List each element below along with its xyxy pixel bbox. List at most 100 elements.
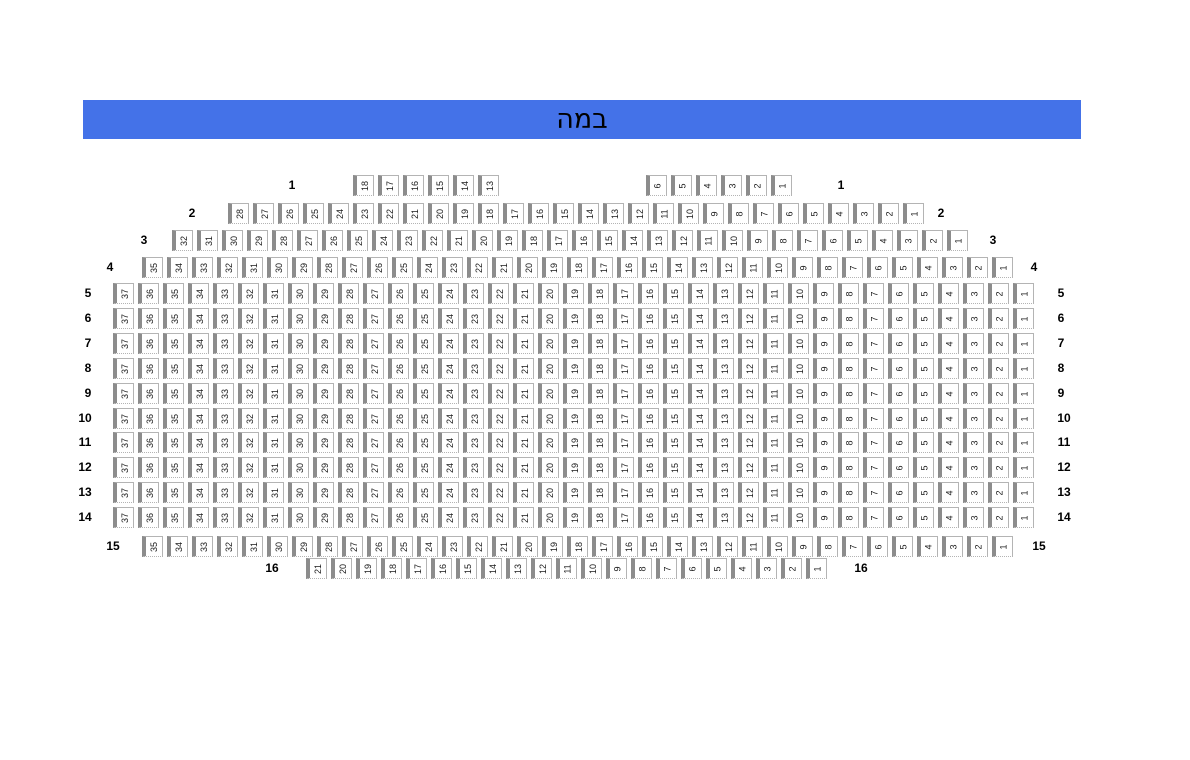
seat-row7-26[interactable]: 26 — [388, 333, 409, 354]
seat-row12-10[interactable]: 10 — [788, 457, 809, 478]
seat-row12-26[interactable]: 26 — [388, 457, 409, 478]
seat-row2-16[interactable]: 16 — [528, 203, 549, 224]
seat-row8-18[interactable]: 18 — [588, 358, 609, 379]
seat-row13-8[interactable]: 8 — [838, 482, 859, 503]
seat-row9-31[interactable]: 31 — [263, 383, 284, 404]
seat-row16-6[interactable]: 6 — [681, 558, 702, 579]
seat-row10-23[interactable]: 23 — [463, 408, 484, 429]
seat-row7-5[interactable]: 5 — [913, 333, 934, 354]
seat-row8-35[interactable]: 35 — [163, 358, 184, 379]
seat-row7-21[interactable]: 21 — [513, 333, 534, 354]
seat-row3-12[interactable]: 12 — [672, 230, 693, 251]
seat-row12-34[interactable]: 34 — [188, 457, 209, 478]
seat-row14-13[interactable]: 13 — [713, 507, 734, 528]
seat-row6-34[interactable]: 34 — [188, 308, 209, 329]
seat-row15-24[interactable]: 24 — [417, 536, 438, 557]
seat-row9-23[interactable]: 23 — [463, 383, 484, 404]
seat-row11-13[interactable]: 13 — [713, 432, 734, 453]
seat-row13-22[interactable]: 22 — [488, 482, 509, 503]
seat-row5-32[interactable]: 32 — [238, 283, 259, 304]
seat-row3-3[interactable]: 3 — [897, 230, 918, 251]
seat-row15-31[interactable]: 31 — [242, 536, 263, 557]
seat-row10-4[interactable]: 4 — [938, 408, 959, 429]
seat-row11-15[interactable]: 15 — [663, 432, 684, 453]
seat-row2-13[interactable]: 13 — [603, 203, 624, 224]
seat-row7-35[interactable]: 35 — [163, 333, 184, 354]
seat-row5-30[interactable]: 30 — [288, 283, 309, 304]
seat-row3-23[interactable]: 23 — [397, 230, 418, 251]
seat-row4-35[interactable]: 35 — [142, 257, 163, 278]
seat-row1-2[interactable]: 2 — [746, 175, 767, 196]
seat-row11-6[interactable]: 6 — [888, 432, 909, 453]
seat-row13-27[interactable]: 27 — [363, 482, 384, 503]
seat-row8-24[interactable]: 24 — [438, 358, 459, 379]
seat-row15-11[interactable]: 11 — [742, 536, 763, 557]
seat-row11-5[interactable]: 5 — [913, 432, 934, 453]
seat-row11-36[interactable]: 36 — [138, 432, 159, 453]
seat-row6-29[interactable]: 29 — [313, 308, 334, 329]
seat-row9-5[interactable]: 5 — [913, 383, 934, 404]
seat-row10-13[interactable]: 13 — [713, 408, 734, 429]
seat-row9-29[interactable]: 29 — [313, 383, 334, 404]
seat-row12-6[interactable]: 6 — [888, 457, 909, 478]
seat-row9-37[interactable]: 37 — [113, 383, 134, 404]
seat-row13-17[interactable]: 17 — [613, 482, 634, 503]
seat-row10-12[interactable]: 12 — [738, 408, 759, 429]
seat-row14-7[interactable]: 7 — [863, 507, 884, 528]
seat-row3-4[interactable]: 4 — [872, 230, 893, 251]
seat-row11-3[interactable]: 3 — [963, 432, 984, 453]
seat-row12-11[interactable]: 11 — [763, 457, 784, 478]
seat-row9-11[interactable]: 11 — [763, 383, 784, 404]
seat-row9-28[interactable]: 28 — [338, 383, 359, 404]
seat-row15-19[interactable]: 19 — [542, 536, 563, 557]
seat-row15-8[interactable]: 8 — [817, 536, 838, 557]
seat-row5-37[interactable]: 37 — [113, 283, 134, 304]
seat-row6-18[interactable]: 18 — [588, 308, 609, 329]
seat-row15-33[interactable]: 33 — [192, 536, 213, 557]
seat-row4-1[interactable]: 1 — [992, 257, 1013, 278]
seat-row7-32[interactable]: 32 — [238, 333, 259, 354]
seat-row15-22[interactable]: 22 — [467, 536, 488, 557]
seat-row14-23[interactable]: 23 — [463, 507, 484, 528]
seat-row13-6[interactable]: 6 — [888, 482, 909, 503]
seat-row8-34[interactable]: 34 — [188, 358, 209, 379]
seat-row15-25[interactable]: 25 — [392, 536, 413, 557]
seat-row13-16[interactable]: 16 — [638, 482, 659, 503]
seat-row9-10[interactable]: 10 — [788, 383, 809, 404]
seat-row16-12[interactable]: 12 — [531, 558, 552, 579]
seat-row4-15[interactable]: 15 — [642, 257, 663, 278]
seat-row11-8[interactable]: 8 — [838, 432, 859, 453]
seat-row13-10[interactable]: 10 — [788, 482, 809, 503]
seat-row6-12[interactable]: 12 — [738, 308, 759, 329]
seat-row3-16[interactable]: 16 — [572, 230, 593, 251]
seat-row11-4[interactable]: 4 — [938, 432, 959, 453]
seat-row5-12[interactable]: 12 — [738, 283, 759, 304]
seat-row3-29[interactable]: 29 — [247, 230, 268, 251]
seat-row16-9[interactable]: 9 — [606, 558, 627, 579]
seat-row12-7[interactable]: 7 — [863, 457, 884, 478]
seat-row15-2[interactable]: 2 — [967, 536, 988, 557]
seat-row7-12[interactable]: 12 — [738, 333, 759, 354]
seat-row8-6[interactable]: 6 — [888, 358, 909, 379]
seat-row9-24[interactable]: 24 — [438, 383, 459, 404]
seat-row4-16[interactable]: 16 — [617, 257, 638, 278]
seat-row7-18[interactable]: 18 — [588, 333, 609, 354]
seat-row6-21[interactable]: 21 — [513, 308, 534, 329]
seat-row16-8[interactable]: 8 — [631, 558, 652, 579]
seat-row13-37[interactable]: 37 — [113, 482, 134, 503]
seat-row8-23[interactable]: 23 — [463, 358, 484, 379]
seat-row3-27[interactable]: 27 — [297, 230, 318, 251]
seat-row14-12[interactable]: 12 — [738, 507, 759, 528]
seat-row9-25[interactable]: 25 — [413, 383, 434, 404]
seat-row14-17[interactable]: 17 — [613, 507, 634, 528]
seat-row9-12[interactable]: 12 — [738, 383, 759, 404]
seat-row8-28[interactable]: 28 — [338, 358, 359, 379]
seat-row14-10[interactable]: 10 — [788, 507, 809, 528]
seat-row3-11[interactable]: 11 — [697, 230, 718, 251]
seat-row13-14[interactable]: 14 — [688, 482, 709, 503]
seat-row6-32[interactable]: 32 — [238, 308, 259, 329]
seat-row4-30[interactable]: 30 — [267, 257, 288, 278]
seat-row3-15[interactable]: 15 — [597, 230, 618, 251]
seat-row4-9[interactable]: 9 — [792, 257, 813, 278]
seat-row2-14[interactable]: 14 — [578, 203, 599, 224]
